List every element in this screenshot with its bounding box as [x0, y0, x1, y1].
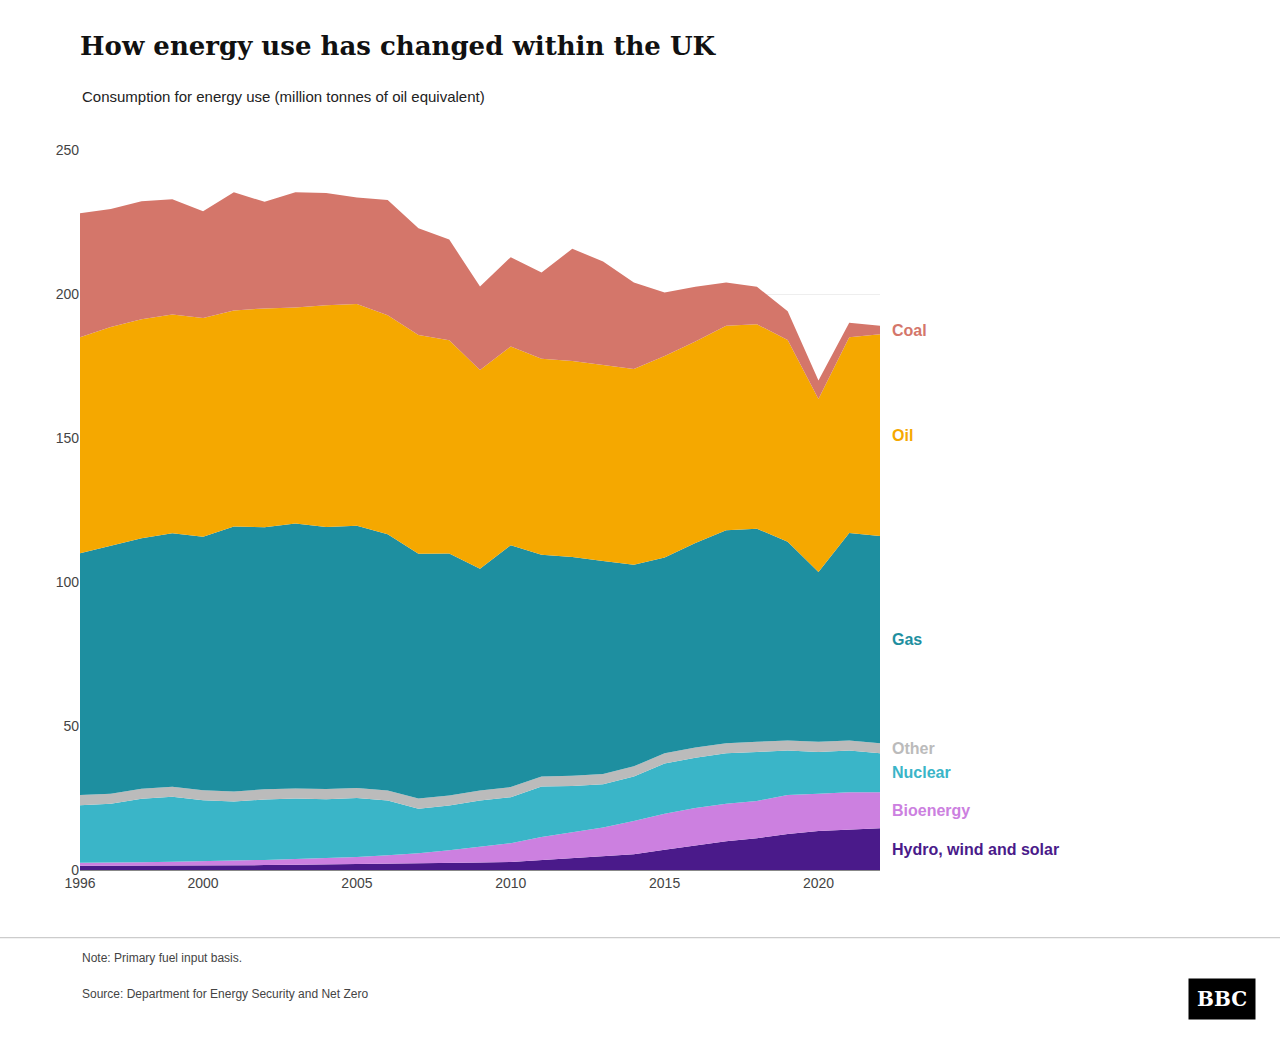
svg-text:Other: Other: [892, 740, 935, 757]
svg-text:150: 150: [56, 430, 80, 446]
svg-text:1996: 1996: [64, 875, 95, 891]
svg-text:Gas: Gas: [892, 631, 922, 648]
svg-text:How energy use has changed wit: How energy use has changed within the UK: [80, 31, 717, 61]
svg-text:2015: 2015: [649, 875, 680, 891]
svg-text:Nuclear: Nuclear: [892, 764, 951, 781]
svg-text:Hydro, wind and solar: Hydro, wind and solar: [892, 841, 1059, 858]
svg-text:BBC: BBC: [1197, 987, 1247, 1011]
svg-text:Consumption for energy use (mi: Consumption for energy use (million tonn…: [82, 88, 485, 105]
svg-text:Source: Department for Energy: Source: Department for Energy Security a…: [82, 987, 368, 1001]
svg-text:2000: 2000: [188, 875, 219, 891]
svg-text:Bioenergy: Bioenergy: [892, 802, 970, 819]
svg-text:Oil: Oil: [892, 427, 913, 444]
svg-text:100: 100: [56, 574, 80, 590]
svg-text:50: 50: [63, 718, 79, 734]
svg-text:200: 200: [56, 286, 80, 302]
svg-text:Coal: Coal: [892, 322, 927, 339]
svg-text:2010: 2010: [495, 875, 526, 891]
svg-text:Note: Primary fuel input basis: Note: Primary fuel input basis.: [82, 951, 242, 965]
svg-text:2020: 2020: [803, 875, 834, 891]
svg-text:2005: 2005: [341, 875, 372, 891]
svg-text:0: 0: [71, 862, 79, 878]
svg-text:250: 250: [56, 142, 80, 158]
